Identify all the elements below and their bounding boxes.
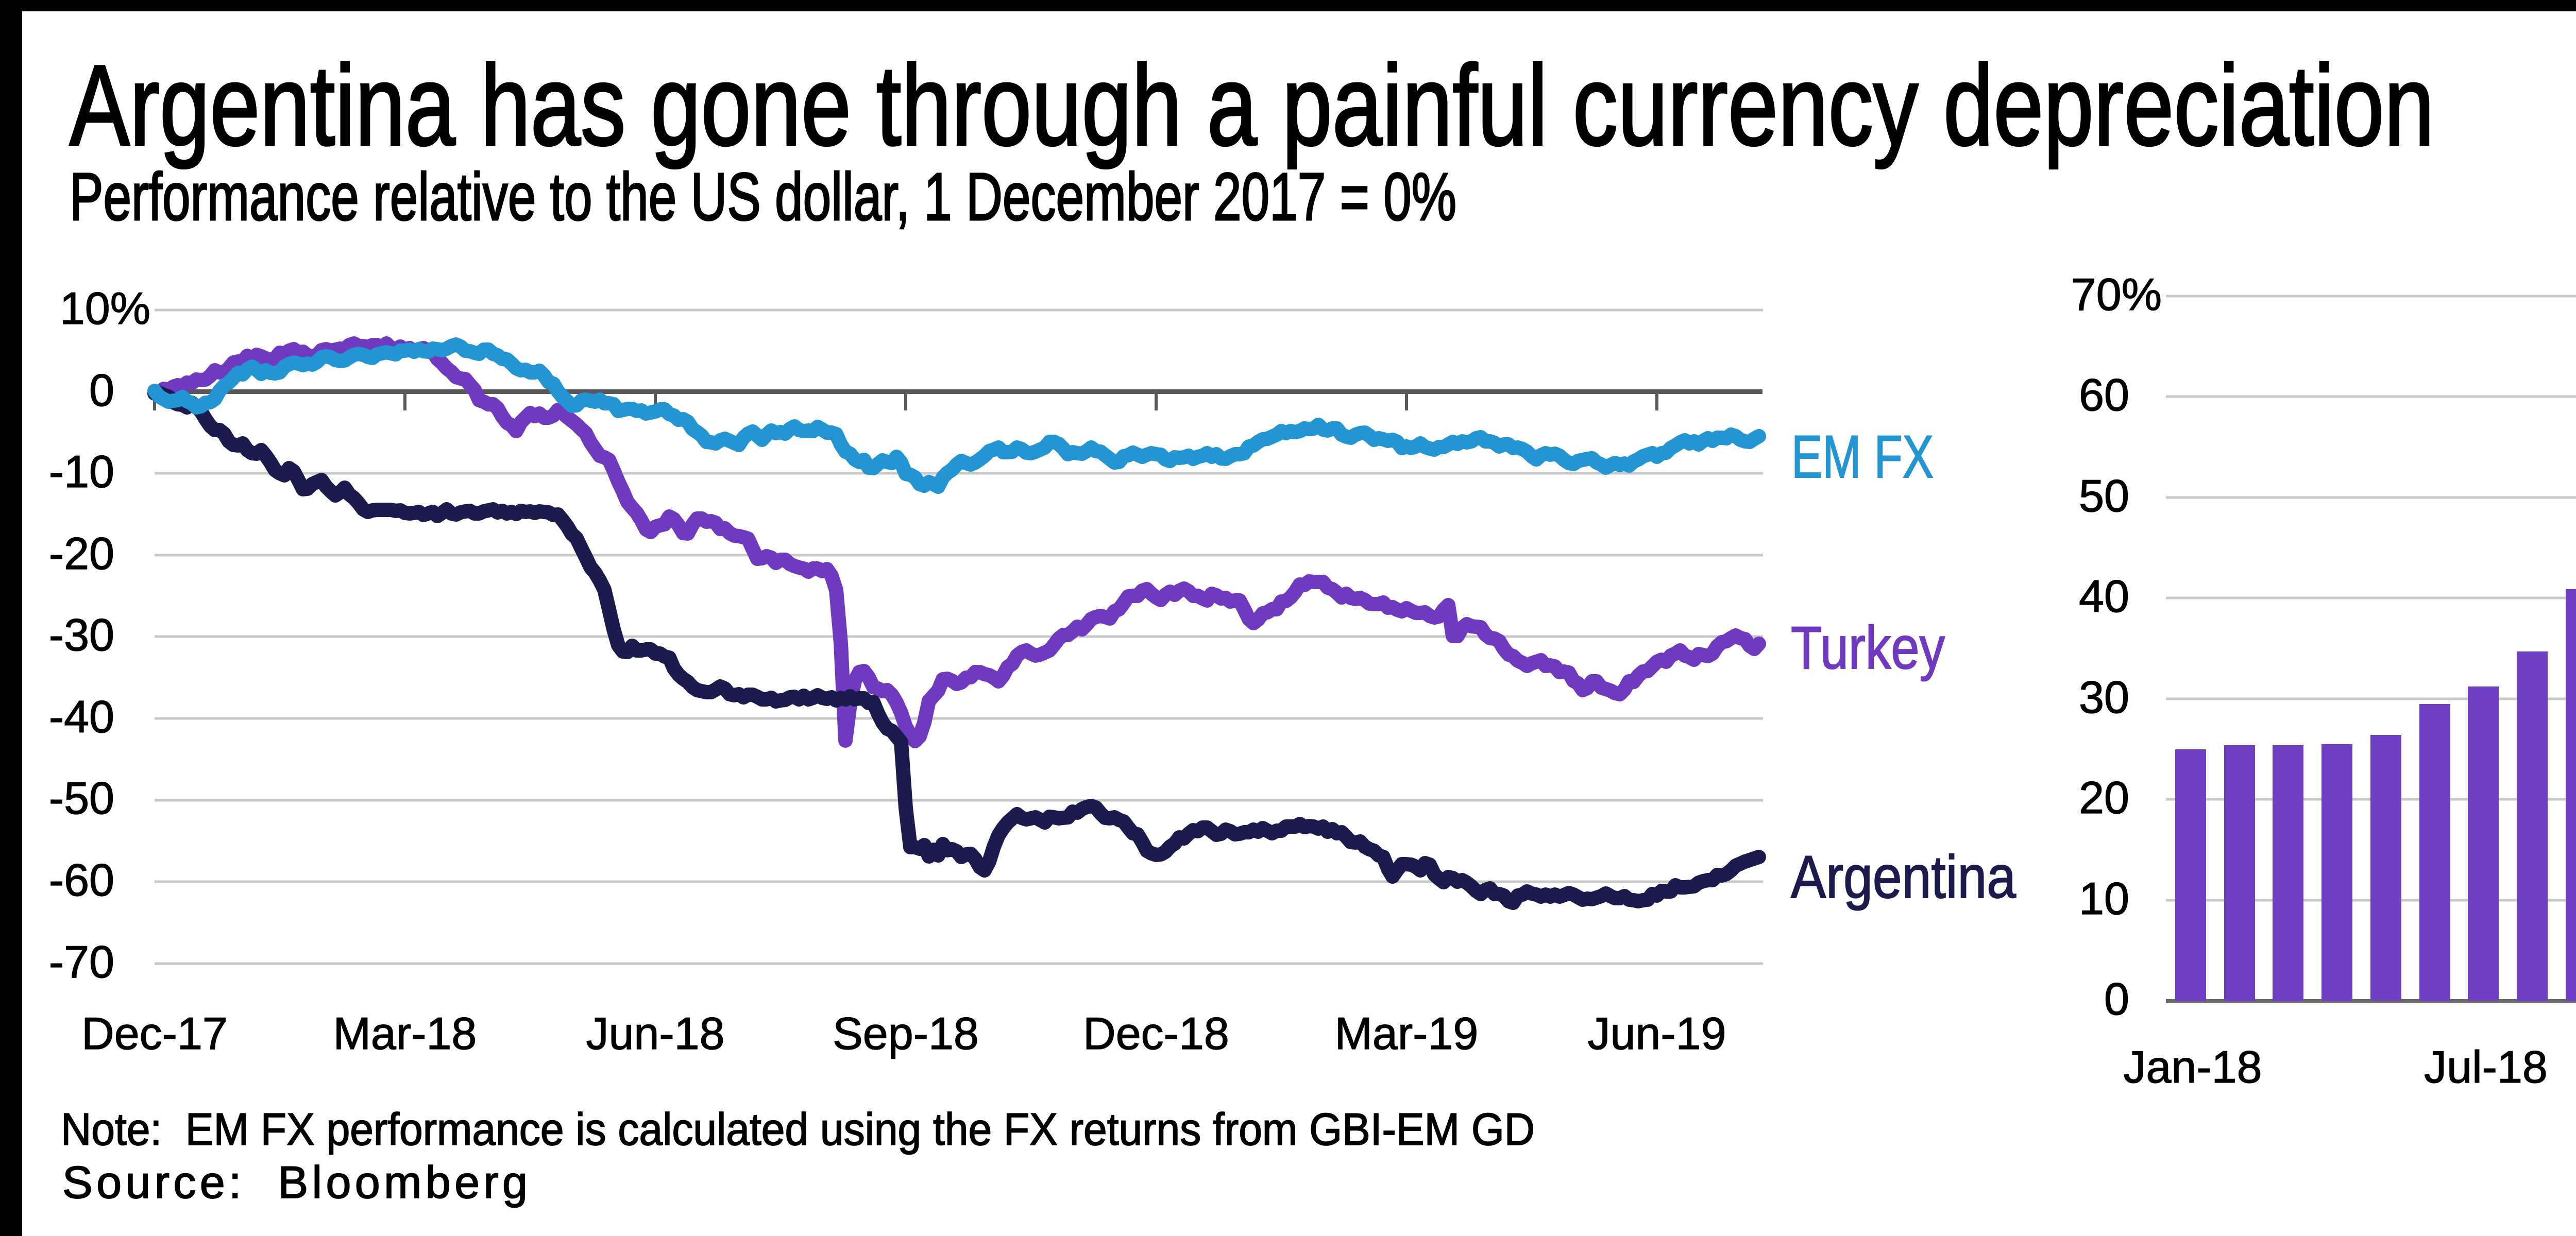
svg-text:EM FX: EM FX — [1791, 423, 1934, 490]
svg-text:Argentina has gone through a p: Argentina has gone through a painful cur… — [70, 42, 2434, 169]
svg-text:10%: 10% — [60, 283, 150, 334]
svg-text:-30: -30 — [49, 609, 114, 660]
svg-text:40: 40 — [2079, 571, 2129, 622]
svg-text:Jun-18: Jun-18 — [586, 1008, 724, 1059]
svg-text:0: 0 — [89, 365, 114, 416]
svg-text:70%: 70% — [2071, 269, 2162, 320]
svg-text:50: 50 — [2079, 470, 2129, 521]
svg-text:Dec-18: Dec-18 — [1083, 1008, 1229, 1059]
svg-text:-70: -70 — [49, 936, 114, 987]
svg-text:Note: EM FX performance is ca: Note: EM FX performance is calculated us… — [61, 1104, 1535, 1155]
svg-text:-20: -20 — [49, 528, 114, 579]
svg-text:Jun-19: Jun-19 — [1587, 1008, 1726, 1059]
svg-text:Mar-18: Mar-18 — [333, 1008, 477, 1059]
svg-text:Performance relative to the US: Performance relative to the US dollar, 1… — [70, 159, 1456, 234]
svg-text:Sep-18: Sep-18 — [833, 1008, 979, 1059]
svg-text:Argentina: Argentina — [1791, 843, 2016, 911]
svg-text:Mar-19: Mar-19 — [1335, 1008, 1479, 1059]
svg-text:-50: -50 — [49, 772, 114, 823]
svg-text:Source: Bloomberg: Source: Bloomberg — [62, 1157, 528, 1208]
svg-text:-60: -60 — [49, 854, 114, 905]
svg-text:-40: -40 — [49, 691, 114, 742]
svg-text:30: 30 — [2079, 672, 2129, 723]
svg-text:-10: -10 — [49, 446, 114, 497]
svg-text:Turkey: Turkey — [1791, 614, 1945, 681]
svg-text:0: 0 — [2104, 973, 2129, 1024]
svg-text:Jan-18: Jan-18 — [2123, 1041, 2262, 1092]
svg-text:Jul-18: Jul-18 — [2424, 1041, 2548, 1092]
svg-text:60: 60 — [2079, 369, 2129, 420]
svg-text:10: 10 — [2079, 873, 2129, 924]
svg-text:20: 20 — [2079, 772, 2129, 823]
svg-text:Dec-17: Dec-17 — [81, 1008, 228, 1059]
